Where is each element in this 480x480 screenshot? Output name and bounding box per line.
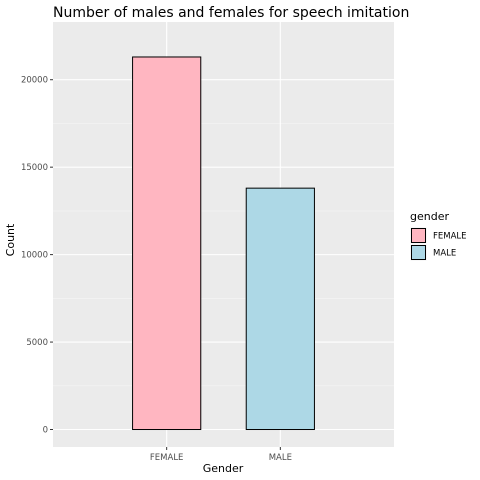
legend-swatch-male [411, 245, 426, 260]
bar-male [245, 187, 315, 431]
legend-title: gender [410, 210, 449, 223]
y-tick-label: 10000 [21, 251, 48, 261]
y-tick-label: 5000 [26, 338, 48, 348]
grid-minor [53, 123, 394, 387]
x-axis-title: Gender [203, 462, 244, 475]
legend-label-female: FEMALE [433, 232, 467, 242]
y-tick-label: 15000 [21, 163, 48, 173]
plot-panel [53, 22, 394, 447]
bar-female [132, 56, 202, 431]
y-tick-label: 0 [43, 426, 48, 436]
x-tick-label: MALE [269, 453, 292, 463]
y-tick-label: 20000 [21, 76, 48, 86]
x-tick-label: FEMALE [150, 453, 184, 463]
legend-swatch-female [411, 228, 426, 243]
bars [132, 56, 315, 431]
y-axis: 0 5000 10000 15000 20000 [21, 76, 53, 436]
chart-title: Number of males and females for speech i… [53, 5, 409, 21]
legend-label-male: MALE [433, 249, 456, 259]
x-axis: FEMALE MALE [150, 447, 292, 463]
y-axis-title: Count [4, 223, 17, 256]
legend: gender FEMALE MALE [410, 210, 467, 261]
